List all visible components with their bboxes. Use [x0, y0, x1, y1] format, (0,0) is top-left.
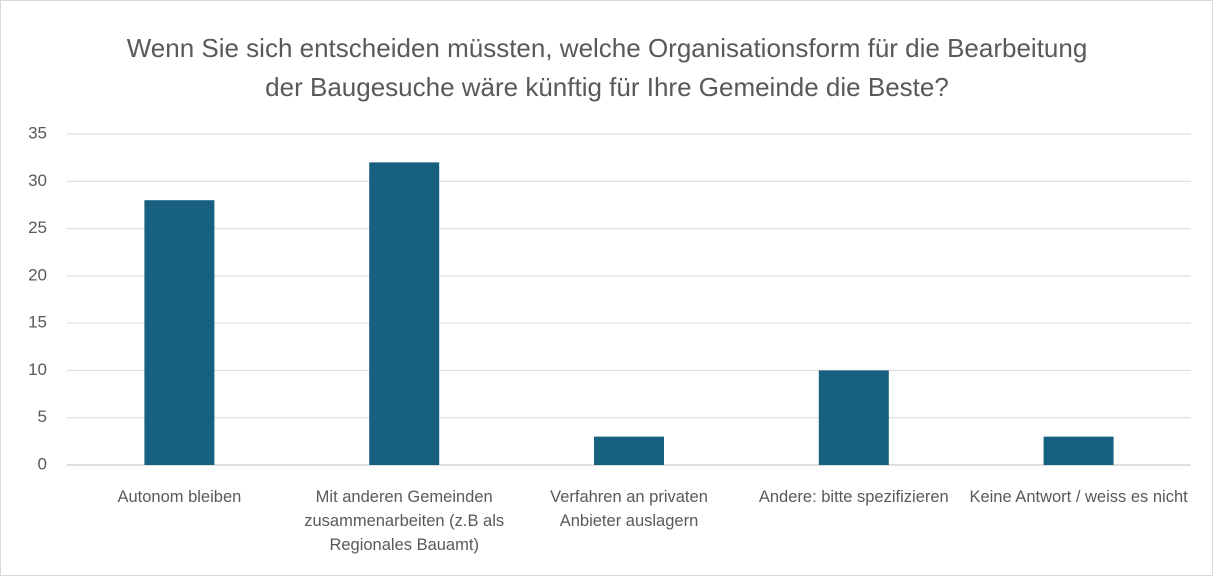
x-tick-label: Andere: bitte spezifizieren — [758, 488, 949, 506]
bar — [594, 436, 664, 465]
bar — [369, 162, 440, 465]
y-tick-label: 25 — [28, 218, 47, 237]
y-tick-label: 20 — [28, 265, 47, 284]
chart-title: Wenn Sie sich entscheiden müssten, welch… — [126, 33, 1088, 102]
bar — [818, 370, 889, 465]
x-tick-label: Mit anderen Gemeinden zusammenarbeiten (… — [304, 488, 505, 554]
y-tick-label: 0 — [38, 454, 47, 473]
x-tick-label: Keine Antwort / weiss es nicht — [969, 488, 1188, 506]
y-tick-label: 5 — [38, 407, 47, 426]
bar — [144, 200, 215, 465]
y-tick-label: 15 — [28, 313, 47, 332]
bar — [1043, 436, 1114, 465]
y-tick-label: 10 — [28, 360, 47, 379]
y-tick-label: 35 — [28, 123, 47, 142]
y-tick-label: 30 — [28, 171, 47, 190]
x-tick-label: Verfahren an privaten Anbieter auslagern — [550, 488, 708, 530]
x-tick-label: Autonom bleiben — [117, 488, 242, 506]
